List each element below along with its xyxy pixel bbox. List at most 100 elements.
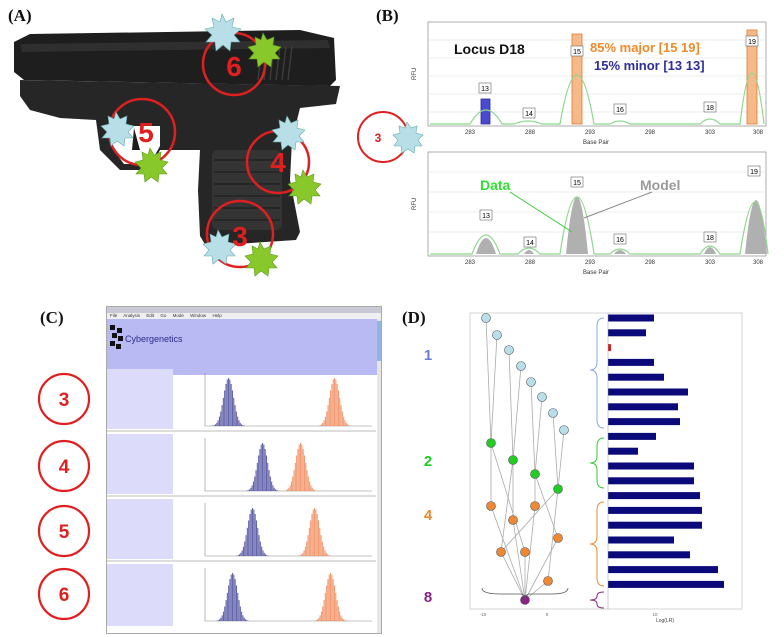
allele-tag: 14 xyxy=(525,111,533,118)
node-group-1 xyxy=(504,345,514,355)
lr-bar xyxy=(608,388,688,396)
green-contributor-icon xyxy=(287,169,322,205)
node-group-1 xyxy=(548,408,558,418)
allele-tag: 13 xyxy=(481,86,489,93)
row-4-ring xyxy=(37,439,91,493)
model-label: Model xyxy=(640,177,680,193)
node-group-4 xyxy=(508,515,518,525)
scrollbar-thumb[interactable] xyxy=(377,321,381,361)
xtick: 288 xyxy=(525,130,536,136)
group-1-label: 1 xyxy=(424,347,432,364)
bottom-ylabel: RFU xyxy=(412,198,418,210)
top-xlabel: Base Pair xyxy=(583,140,609,146)
model-peak xyxy=(745,200,767,254)
window-banner: Cybergenetics xyxy=(107,319,377,375)
allele-tag: 15 xyxy=(573,49,581,56)
allele-tag: 18 xyxy=(706,235,714,242)
xtick: 298 xyxy=(645,260,656,266)
svg-text:-10: -10 xyxy=(480,612,487,617)
gun-frame xyxy=(20,80,340,246)
area-3-ring xyxy=(205,199,275,269)
allele-tag: 15 xyxy=(573,180,581,187)
row-number: 3 xyxy=(59,390,70,411)
lr-bar xyxy=(608,344,611,352)
lr-bar xyxy=(608,314,654,322)
minor-contributor-label: 15% minor [13 13] xyxy=(594,58,705,73)
panel-d-frame xyxy=(469,312,743,610)
blue-contributor-icon xyxy=(100,111,135,147)
menu-item[interactable]: Window xyxy=(190,313,207,318)
allele-tag: 14 xyxy=(526,240,534,247)
xtick: 308 xyxy=(753,130,764,136)
group-4-label: 4 xyxy=(424,507,433,524)
panel-b-label: (B) xyxy=(376,6,399,25)
row-number: 4 xyxy=(59,457,70,478)
top-ylabel: RFU xyxy=(412,68,418,80)
node-group-2 xyxy=(508,455,518,465)
allele-tag: 18 xyxy=(706,105,714,112)
row-3-ring xyxy=(37,372,91,426)
node-group-1 xyxy=(516,361,526,371)
allele-tag: 19 xyxy=(748,39,756,46)
node-group-4 xyxy=(553,533,563,543)
panel-c-label: (C) xyxy=(40,308,64,327)
node-group-1 xyxy=(481,313,491,323)
menu-item[interactable]: Go xyxy=(160,313,167,318)
allele-tag: 16 xyxy=(616,107,624,114)
xtick: 293 xyxy=(585,260,596,266)
bottom-data-trace xyxy=(430,196,769,255)
locus-title: Locus D18 xyxy=(454,41,525,57)
xtick: 283 xyxy=(465,130,476,136)
model-peak xyxy=(614,250,626,254)
trueallele-window: File Analysis Edit Go Mode Window Help C… xyxy=(106,306,382,634)
lr-bar xyxy=(608,418,680,426)
area-4-number: 4 xyxy=(270,147,286,178)
brand-name: Cybergenetics xyxy=(125,334,183,344)
row-6-ring xyxy=(37,567,91,621)
lr-axis-label: Log(LR) xyxy=(656,618,674,624)
panel-d-label: (D) xyxy=(402,308,426,327)
model-peak xyxy=(524,250,534,254)
node-group-1 xyxy=(559,425,569,435)
node-group-2 xyxy=(553,484,563,494)
row-number: 6 xyxy=(59,585,70,606)
lr-bar xyxy=(608,462,694,470)
xtick: 303 xyxy=(705,260,716,266)
model-peak xyxy=(704,247,716,254)
network-edges xyxy=(485,317,565,601)
node-group-4 xyxy=(486,501,496,511)
window-titlebar xyxy=(107,307,381,313)
major-contributor-label: 85% major [15 19] xyxy=(590,40,700,55)
window-scrollbar[interactable] xyxy=(377,319,381,633)
area-5-number: 5 xyxy=(138,117,154,148)
lr-bar xyxy=(608,566,718,574)
menu-item[interactable]: Help xyxy=(212,313,222,318)
allele-tag: 13 xyxy=(482,213,490,220)
group-8-brace xyxy=(589,591,605,609)
panel-a-label: (A) xyxy=(8,6,32,25)
area-4-ring xyxy=(245,129,311,195)
node-group-4 xyxy=(543,576,553,586)
node-group-4 xyxy=(520,547,530,557)
menu-item[interactable]: Mode xyxy=(172,313,184,318)
lr-bar xyxy=(608,432,656,440)
menu-item[interactable]: Edit xyxy=(146,313,155,318)
major-bar-19 xyxy=(746,29,758,125)
model-peak xyxy=(476,238,496,254)
lr-bar xyxy=(608,506,702,514)
menu-item[interactable]: File xyxy=(110,313,118,318)
node-group-2 xyxy=(486,438,496,448)
menu-item[interactable]: Analysis xyxy=(123,313,141,318)
group-4-brace xyxy=(589,501,605,587)
blue-contributor-icon xyxy=(202,229,237,265)
model-pointer-line xyxy=(583,191,653,219)
lr-bar xyxy=(608,551,690,559)
bottom-plot-frame xyxy=(427,151,767,257)
row-5-ring xyxy=(37,504,91,558)
model-peak xyxy=(566,197,588,254)
group-2-brace xyxy=(589,437,605,489)
node-group-1 xyxy=(492,330,502,340)
node-group-4 xyxy=(530,501,540,511)
major-bar-15 xyxy=(571,33,583,125)
node-group-1 xyxy=(537,392,547,402)
